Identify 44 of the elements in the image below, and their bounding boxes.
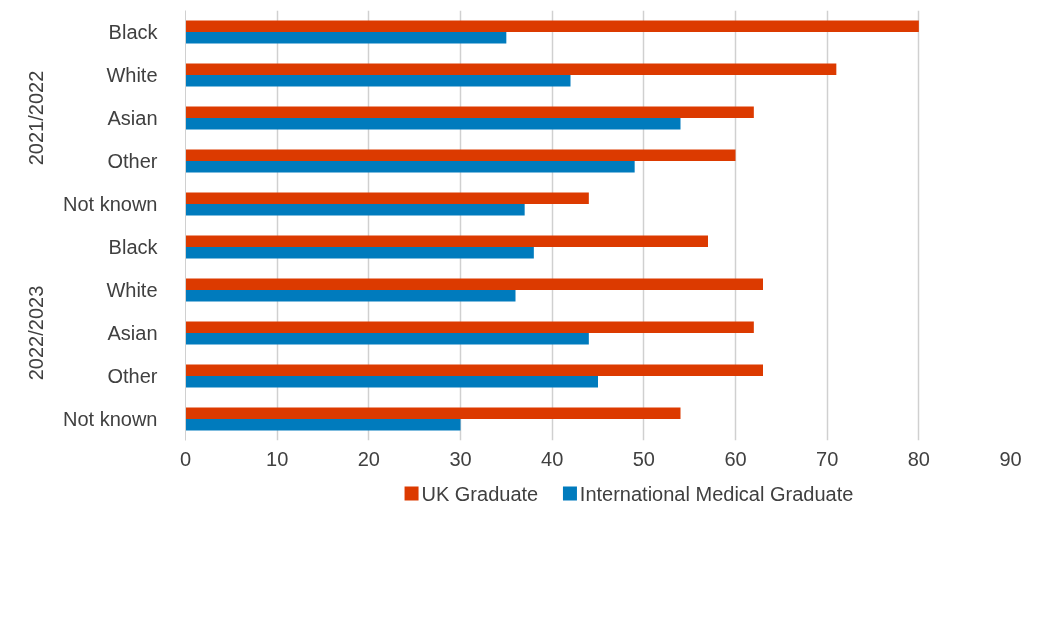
x-tick-label: 70 (816, 447, 839, 470)
bar (185, 63, 837, 75)
bar (185, 247, 534, 259)
x-tick-label: 60 (724, 447, 747, 470)
bar (185, 106, 754, 118)
x-tick-label: 80 (907, 447, 930, 470)
x-tick-label: 10 (266, 447, 289, 470)
x-tick-label: 20 (357, 447, 380, 470)
bar (185, 32, 507, 44)
bar (185, 235, 708, 247)
x-tick-label: 0 (179, 447, 192, 470)
x-tick-label: 40 (541, 447, 564, 470)
y-tick-label: Other (107, 150, 158, 172)
legend-label: UK Graduate (421, 482, 539, 505)
bar (185, 161, 635, 173)
y-tick-label: Black (108, 236, 159, 258)
y-tick-label: Asian (107, 322, 158, 344)
x-tick-label: 90 (999, 447, 1022, 470)
text: 2022/2023 (24, 285, 47, 381)
y-tick-label: White (106, 279, 158, 301)
y-tick-label: Black (108, 21, 159, 43)
bar (185, 20, 919, 32)
bar (185, 376, 598, 388)
bar (185, 364, 763, 376)
x-tick-label: 30 (449, 447, 472, 470)
bar (185, 290, 516, 302)
legend-label: International Medical Graduate (579, 482, 854, 505)
x-tick-label: 50 (632, 447, 655, 470)
bar (185, 419, 461, 431)
text: 2021/2022 (24, 70, 47, 166)
bar (185, 333, 589, 345)
bar (185, 278, 763, 290)
y-tick-label: Other (107, 365, 158, 387)
y-tick-label: White (106, 64, 158, 86)
y-tick-label: Not known (63, 193, 158, 215)
y-tick-label: Asian (107, 107, 158, 129)
y-tick-label: Not known (63, 408, 158, 430)
bar (185, 321, 754, 333)
bar (185, 407, 681, 419)
bar (185, 75, 571, 87)
bar (185, 192, 589, 204)
bar (185, 118, 681, 130)
bar (185, 204, 525, 216)
bar (185, 149, 736, 161)
